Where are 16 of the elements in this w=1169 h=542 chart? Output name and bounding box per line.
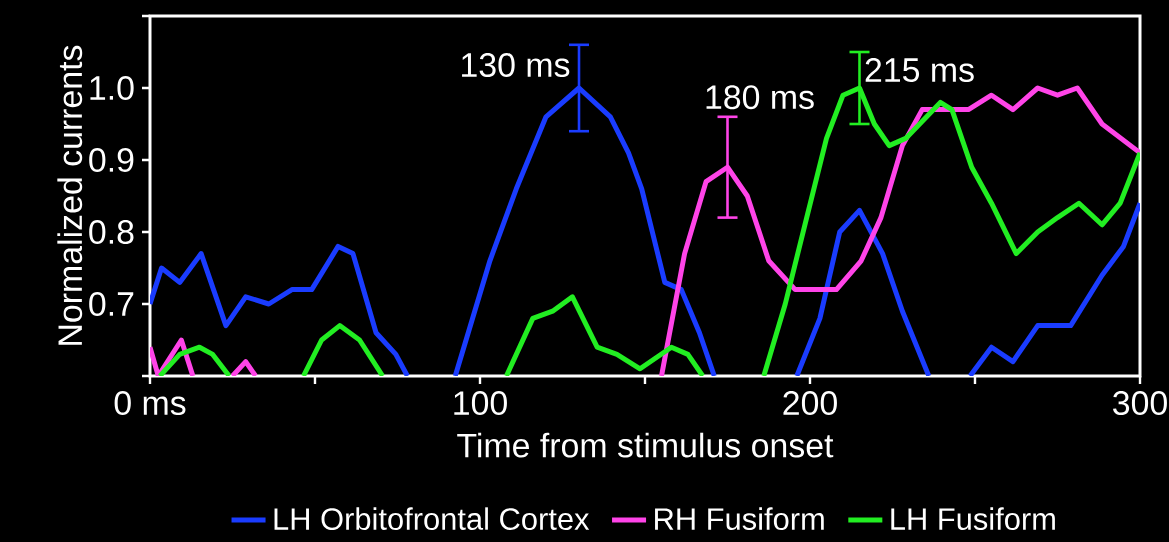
x-tick-label: 100 [454, 391, 507, 416]
x-tick-label: 0 ms [114, 391, 186, 416]
legend-label: LH Fusiform [891, 507, 1055, 530]
legend-label: LH Orbitofrontal Cortex [274, 507, 590, 530]
legend-label: RH Fusiform [655, 507, 824, 530]
annotation: 130 ms [462, 53, 570, 78]
annotation: 215 ms [865, 58, 974, 83]
y-tick-label: 0.9 [89, 148, 134, 173]
y-tick-label: 0.8 [89, 220, 134, 245]
y-tick-label: 1.0 [90, 76, 134, 101]
y-tick-label: 0.7 [89, 292, 134, 316]
y-axis-title: Normalized currents [57, 45, 83, 345]
x-axis-title: Time from stimulus onset [457, 432, 834, 458]
x-tick-label: 300 [1113, 391, 1167, 416]
annotation: 180 ms [706, 85, 814, 110]
x-tick-label: 200 [783, 391, 837, 416]
